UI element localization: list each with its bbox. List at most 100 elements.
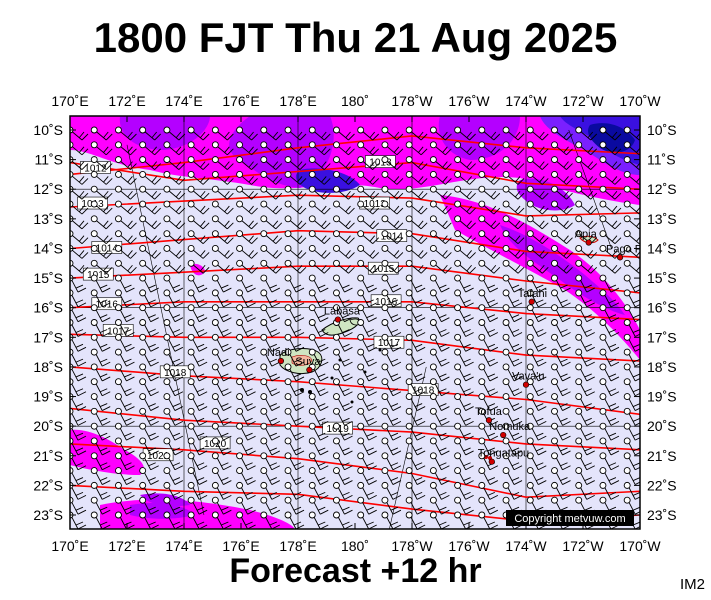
wind-barb: [333, 452, 353, 471]
wind-barb: [623, 452, 640, 471]
wind-barb: [284, 304, 305, 323]
wind-barb: [163, 245, 186, 259]
wind-barb: [90, 481, 111, 500]
lon-label-top: 176˚W: [448, 93, 490, 109]
wind-barb: [575, 156, 598, 170]
wind-barb: [90, 304, 111, 323]
wind-barb: [187, 437, 208, 456]
wind-barb: [163, 511, 184, 529]
wind-barb: [236, 437, 256, 456]
wind-barb: [623, 230, 640, 244]
lon-label-top: 172˚E: [108, 93, 145, 109]
wind-barb: [114, 407, 135, 426]
wind-barb: [236, 378, 256, 397]
wind-barb: [551, 215, 573, 230]
isobar-value: 1014: [381, 232, 404, 243]
wind-barb: [429, 437, 450, 456]
wind-barb: [429, 378, 450, 397]
place-name: Labasa: [324, 306, 361, 318]
lon-label-bottom: 176˚W: [448, 538, 490, 554]
wind-barb: [187, 185, 210, 200]
wind-barb: [454, 215, 476, 230]
wind-barb: [139, 378, 159, 397]
wind-barb: [357, 319, 377, 337]
place-marker: Apia: [575, 229, 598, 246]
wind-barb: [381, 496, 402, 515]
wind-barb: [429, 126, 452, 141]
wind-barb: [599, 422, 620, 441]
wind-barb: [599, 289, 620, 308]
wind-barb: [139, 126, 161, 141]
wind-barb: [502, 333, 523, 352]
wind-barb: [139, 200, 161, 215]
wind-barb: [623, 274, 640, 293]
wind-barb: [454, 363, 474, 382]
wind-barb: [236, 200, 258, 215]
wind-barb: [333, 230, 355, 244]
wind-barb: [163, 215, 186, 230]
wind-barb: [308, 467, 329, 485]
wind-barb: [187, 156, 210, 170]
wind-barb: [114, 363, 135, 382]
wind-barb: [211, 185, 234, 200]
wind-barb: [236, 452, 256, 471]
lat-label-left: 18˚S: [33, 359, 63, 375]
lon-label-top: 178˚W: [391, 93, 433, 109]
wind-barb: [187, 259, 210, 274]
wind-barb: [454, 200, 476, 215]
wind-barb: [236, 363, 256, 382]
isobar-label: 1014: [376, 229, 408, 243]
lat-label-right: 22˚S: [647, 477, 677, 493]
wind-barb: [163, 259, 186, 274]
wind-barb: [114, 289, 135, 308]
wind-barb: [187, 452, 208, 471]
wind-barb: [163, 185, 186, 200]
wind-barb: [236, 467, 256, 485]
wind-barb: [429, 259, 452, 274]
wind-barb: [187, 170, 210, 185]
wind-barb: [381, 141, 404, 156]
wind-barb: [405, 156, 428, 170]
wind-barb: [623, 393, 640, 411]
wind-barb: [575, 393, 595, 411]
wind-barb: [526, 141, 549, 156]
wind-barb: [357, 393, 377, 411]
wind-barb: [308, 333, 329, 352]
wind-barb: [211, 319, 232, 337]
wind-barb: [357, 141, 380, 156]
lat-label-left: 13˚S: [33, 211, 63, 227]
wind-barb: [405, 289, 426, 308]
wind-barb: [163, 274, 184, 293]
wind-barb: [575, 437, 595, 456]
wind-barb: [90, 170, 113, 185]
wind-barb: [139, 274, 159, 293]
wind-barb: [357, 481, 377, 500]
lat-label-left: 21˚S: [33, 448, 63, 464]
wind-barb: [114, 126, 137, 141]
wind-barb: [211, 200, 234, 215]
wind-barb: [187, 422, 208, 441]
wind-barb: [211, 437, 232, 456]
wind-barb: [575, 215, 598, 230]
wind-barb: [236, 274, 256, 293]
wind-barb: [478, 245, 501, 259]
isobar-label: 1013: [365, 155, 396, 169]
wind-barb: [526, 319, 547, 337]
wind-barb: [551, 407, 571, 426]
wind-barb: [114, 378, 135, 397]
lat-label-right: 19˚S: [647, 389, 677, 405]
wind-barb: [575, 481, 595, 500]
lon-label-top: 174˚E: [165, 93, 202, 109]
wind-barb: [308, 319, 329, 337]
wind-barb: [381, 348, 402, 367]
wind-barb: [284, 259, 307, 274]
wind-barb: [308, 215, 331, 230]
wind-barb: [429, 452, 450, 471]
wind-barb: [478, 259, 501, 274]
wind-barb: [502, 200, 525, 215]
wind-barb: [551, 274, 571, 293]
wind-barb: [211, 452, 232, 471]
wind-barb: [284, 230, 307, 244]
wind-barb: [623, 304, 640, 323]
wind-barb: [551, 333, 571, 352]
